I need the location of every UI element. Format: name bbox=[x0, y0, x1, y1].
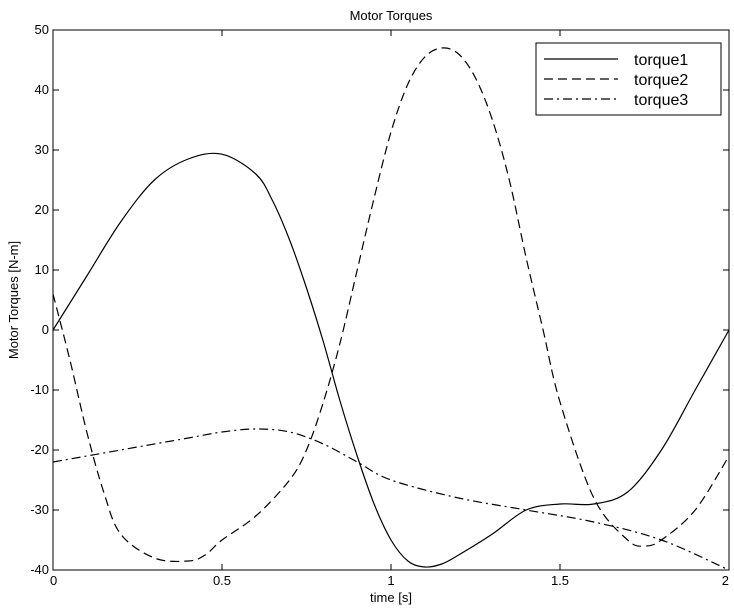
y-tick-label: 50 bbox=[35, 22, 49, 37]
y-tick-label: -20 bbox=[30, 442, 49, 457]
legend: torque1 torque2 torque3 bbox=[535, 42, 722, 116]
x-tick-label: 2 bbox=[722, 573, 729, 588]
y-tick-label: 10 bbox=[35, 262, 49, 277]
y-tick-label: -30 bbox=[30, 502, 49, 517]
tick-group: 0 0.5 1 1.5 2 -40 -30 -20 -10 0 10 20 30 40 50 bbox=[30, 22, 730, 588]
x-tick-label: 0 bbox=[50, 573, 57, 588]
y-axis-label: Motor Torques [N-m] bbox=[6, 241, 21, 359]
plot-area bbox=[52, 29, 730, 571]
legend-label-torque1: torque1 bbox=[634, 52, 688, 69]
chart-title: Motor Torques bbox=[350, 8, 433, 23]
x-tick-label: 1 bbox=[387, 573, 394, 588]
y-tick-label: 30 bbox=[35, 142, 49, 157]
x-axis-label: time [s] bbox=[370, 590, 412, 605]
y-tick-label: 0 bbox=[42, 322, 49, 337]
y-tick-label: 40 bbox=[35, 82, 49, 97]
legend-label-torque2: torque2 bbox=[634, 72, 688, 89]
x-tick-label: 1.5 bbox=[551, 573, 569, 588]
y-tick-label: -40 bbox=[30, 562, 49, 577]
series-line-torque3 bbox=[52, 428, 730, 571]
series-line-torque2 bbox=[52, 47, 730, 563]
y-tick-label: -10 bbox=[30, 382, 49, 397]
legend-label-torque3: torque3 bbox=[634, 92, 688, 109]
x-tick-label: 0.5 bbox=[213, 573, 231, 588]
series-group bbox=[52, 47, 730, 571]
series-line-torque1 bbox=[52, 152, 730, 568]
y-tick-label: 20 bbox=[35, 202, 49, 217]
